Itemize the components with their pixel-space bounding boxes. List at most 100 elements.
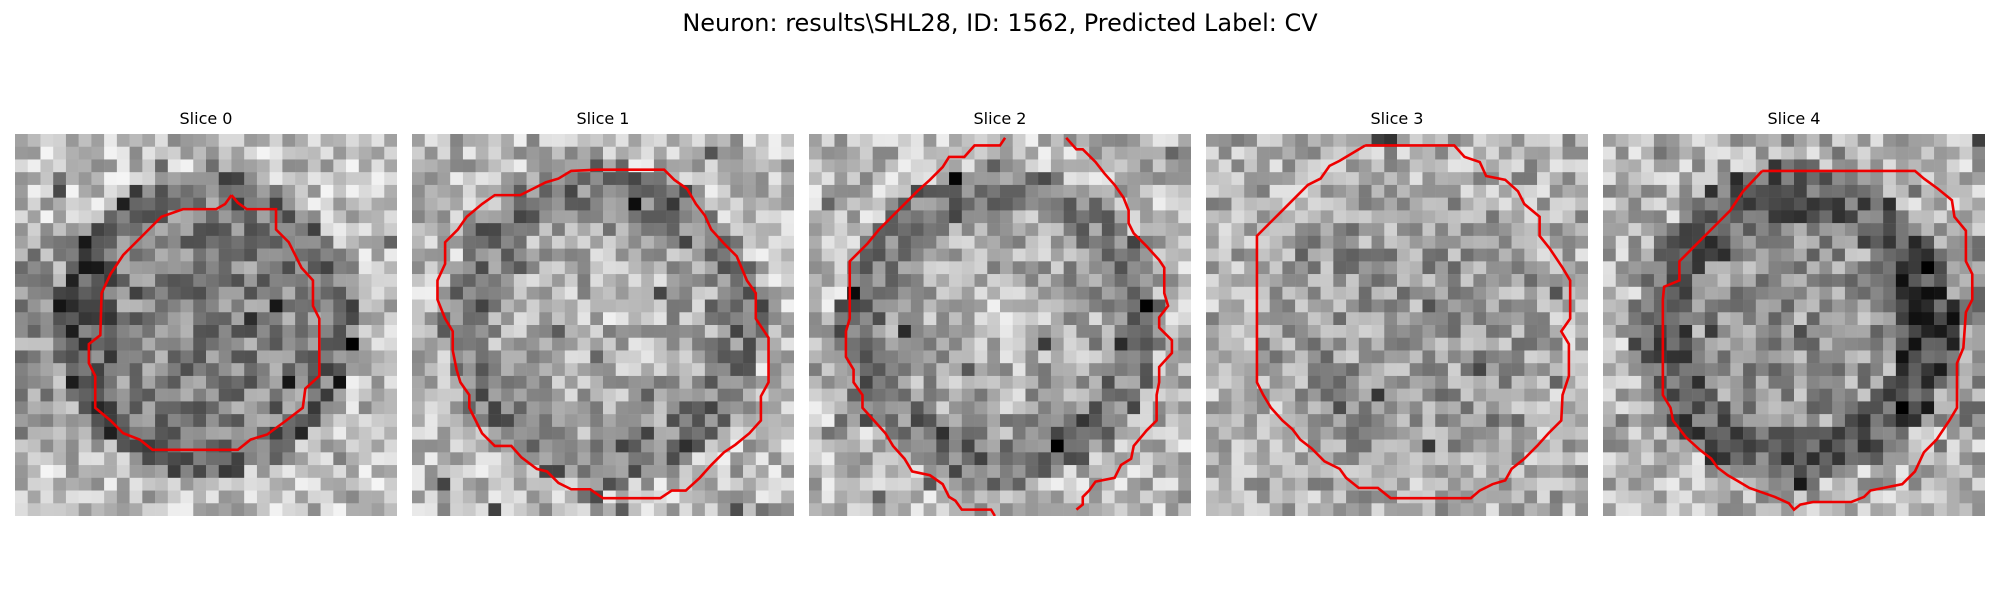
pixel bbox=[1244, 184, 1258, 198]
pixel bbox=[768, 146, 782, 160]
pixel bbox=[1895, 184, 1909, 198]
pixel bbox=[577, 235, 591, 249]
pixel bbox=[1895, 197, 1909, 211]
pixel bbox=[704, 235, 718, 249]
pixel bbox=[1000, 350, 1013, 364]
pixel bbox=[320, 235, 334, 249]
pixel bbox=[371, 375, 385, 389]
pixel bbox=[371, 312, 385, 326]
pixel bbox=[1206, 439, 1219, 453]
pixel bbox=[1717, 274, 1731, 288]
pixel bbox=[768, 325, 782, 338]
pixel bbox=[1832, 286, 1846, 300]
pixel bbox=[653, 146, 667, 160]
pixel bbox=[1244, 414, 1258, 428]
pixel bbox=[1511, 299, 1525, 313]
pixel bbox=[1231, 184, 1245, 198]
pixel bbox=[193, 172, 207, 186]
pixel bbox=[949, 184, 963, 198]
pixel bbox=[218, 414, 232, 428]
pixel bbox=[717, 223, 731, 237]
pixel bbox=[898, 159, 912, 173]
pixel bbox=[65, 414, 79, 428]
pixel bbox=[1641, 503, 1655, 516]
pixel bbox=[1244, 235, 1258, 249]
pixel bbox=[1333, 235, 1347, 249]
pixel bbox=[53, 172, 67, 186]
pixel bbox=[1320, 146, 1334, 160]
pixel bbox=[1063, 261, 1077, 275]
pixel bbox=[974, 299, 988, 313]
pixel bbox=[65, 401, 79, 415]
pixel bbox=[885, 375, 899, 389]
pixel bbox=[1628, 235, 1642, 249]
pixel bbox=[437, 146, 451, 160]
pixel bbox=[987, 337, 1001, 351]
pixel bbox=[78, 477, 92, 491]
pixel bbox=[1063, 414, 1077, 428]
pixel bbox=[155, 388, 169, 402]
pixel bbox=[1422, 172, 1436, 186]
pixel bbox=[603, 477, 616, 491]
pixel bbox=[282, 325, 296, 338]
pixel bbox=[320, 134, 334, 147]
pixel bbox=[936, 146, 950, 160]
pixel bbox=[1178, 223, 1191, 237]
pixel bbox=[1447, 210, 1461, 224]
pixel bbox=[206, 235, 219, 249]
pixel bbox=[1218, 184, 1232, 198]
pixel bbox=[628, 401, 642, 415]
pixel bbox=[923, 375, 937, 389]
pixel bbox=[936, 261, 950, 275]
pixel bbox=[1679, 235, 1693, 249]
pixel bbox=[653, 350, 667, 364]
pixel bbox=[1794, 375, 1807, 389]
pixel bbox=[142, 210, 156, 224]
pixel bbox=[590, 146, 604, 160]
pixel bbox=[1704, 465, 1718, 479]
pixel bbox=[1498, 503, 1512, 516]
pixel bbox=[1486, 414, 1500, 428]
pixel bbox=[78, 375, 92, 389]
pixel bbox=[27, 197, 41, 211]
pixel bbox=[1269, 146, 1283, 160]
pixel bbox=[564, 465, 578, 479]
pixel bbox=[666, 426, 680, 440]
pixel bbox=[91, 248, 105, 262]
pixel bbox=[1152, 159, 1166, 173]
pixel bbox=[1206, 197, 1219, 211]
pixel bbox=[1206, 134, 1219, 147]
pixel bbox=[218, 477, 232, 491]
pixel bbox=[1409, 401, 1423, 415]
slice-image bbox=[1206, 134, 1588, 516]
pixel bbox=[961, 299, 975, 313]
pixel bbox=[424, 465, 438, 479]
pixel bbox=[1025, 439, 1039, 453]
pixel bbox=[666, 184, 680, 198]
pixel bbox=[1038, 197, 1052, 211]
pixel bbox=[1231, 388, 1245, 402]
pixel bbox=[1781, 503, 1795, 516]
pixel bbox=[1575, 401, 1588, 415]
pixel bbox=[1615, 439, 1629, 453]
pixel bbox=[65, 375, 79, 389]
pixel bbox=[1435, 184, 1449, 198]
pixel bbox=[1206, 210, 1219, 224]
pixel bbox=[1358, 375, 1372, 389]
pixel bbox=[1870, 172, 1884, 186]
pixel bbox=[1101, 261, 1115, 275]
pixel bbox=[628, 388, 642, 402]
pixel bbox=[412, 401, 425, 415]
pixel bbox=[821, 325, 835, 338]
pixel bbox=[898, 312, 912, 326]
pixel bbox=[1012, 439, 1026, 453]
pixel bbox=[1679, 337, 1693, 351]
pixel bbox=[679, 388, 693, 402]
pixel bbox=[1422, 197, 1436, 211]
pixel bbox=[1063, 325, 1077, 338]
pixel bbox=[526, 350, 540, 364]
segmentation-contour bbox=[89, 195, 319, 450]
pixel bbox=[717, 465, 731, 479]
pixel bbox=[488, 401, 502, 415]
pixel bbox=[768, 261, 782, 275]
